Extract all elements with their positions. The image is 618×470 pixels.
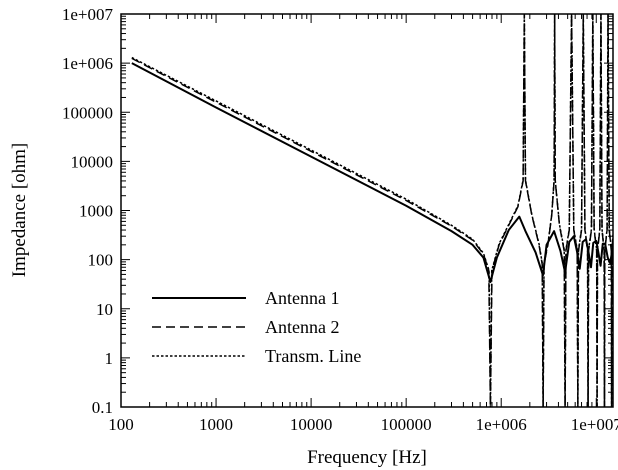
y-axis-label: Impedance [ohm] bbox=[9, 143, 30, 278]
series-line-2 bbox=[131, 14, 613, 407]
legend: Antenna 1 Antenna 2 Transm. Line bbox=[152, 288, 361, 366]
x-tick-label: 100000 bbox=[381, 415, 432, 434]
y-tick-label: 0.1 bbox=[92, 398, 113, 417]
ticks-layer: 100 1000 10000 100000 1e+006 1e+007 0.1 1 10 100 1… bbox=[62, 5, 618, 434]
x-tick-label: 10000 bbox=[290, 415, 333, 434]
legend-label-1: Antenna 1 bbox=[265, 288, 339, 308]
y-tick-label: 1000 bbox=[79, 202, 113, 221]
series-line-1 bbox=[131, 62, 613, 284]
y-tick-label: 1 bbox=[105, 349, 114, 368]
x-tick-label: 1e+006 bbox=[476, 415, 527, 434]
x-tick-label: 1000 bbox=[199, 415, 233, 434]
plot-frame bbox=[120, 13, 614, 408]
legend-label-3: Transm. Line bbox=[265, 346, 361, 366]
y-tick-label: 100000 bbox=[62, 103, 113, 122]
series-layer bbox=[131, 14, 613, 407]
y-tick-label: 1e+006 bbox=[62, 54, 113, 73]
legend-label-2: Antenna 2 bbox=[265, 317, 339, 337]
y-tick-label: 10000 bbox=[71, 152, 114, 171]
series-line-3 bbox=[131, 14, 613, 407]
x-axis-label: Frequency [Hz] bbox=[307, 447, 427, 468]
x-tick-label: 1e+007 bbox=[571, 415, 618, 434]
y-tick-label: 10 bbox=[96, 300, 113, 319]
x-tick-label: 100 bbox=[108, 415, 134, 434]
y-tick-label: 100 bbox=[88, 251, 114, 270]
y-tick-label: 1e+007 bbox=[62, 5, 114, 24]
